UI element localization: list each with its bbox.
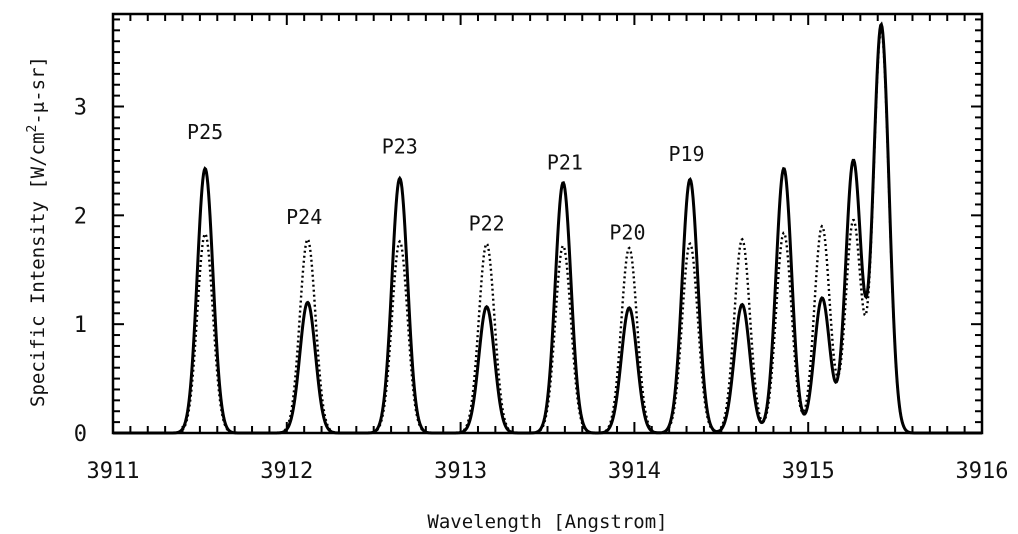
peak-label: P24 [286,205,322,229]
peak-label: P21 [547,151,583,175]
peak-label: P19 [668,142,704,166]
x-axis-title: Wavelength [Angstrom] [427,511,667,533]
y-tick-label: 1 [74,313,87,338]
y-axis-title-superscript: 2 [25,125,40,133]
peak-label: P22 [469,212,505,236]
y-tick-label: 0 [74,422,87,447]
series-layer [113,21,982,435]
x-tick-label: 3916 [956,459,1009,484]
y-tick-label: 2 [74,204,87,229]
dotted-series-line [113,27,982,435]
y-axis-title: Specific Intensity [W/cm2-μ-sr] [25,56,49,407]
plot-frame [111,12,984,435]
y-axis-title-main: Specific Intensity [W/cm [27,132,49,407]
x-tick-label: 3911 [87,459,140,484]
x-tick-label: 3913 [434,459,487,484]
axis-ticks: 3911 3912 3913 3914 3915 3916 0 1 2 3 [74,14,1009,484]
peak-label: P25 [187,120,223,144]
x-tick-label: 3915 [782,459,835,484]
peak-label: P23 [382,134,418,158]
labels-layer: P25 P24 P23 P22 P21 P20 P19 [187,120,705,244]
peak-label: P20 [609,220,645,244]
y-tick-label: 3 [74,96,87,121]
x-tick-label: 3912 [260,459,313,484]
x-tick-label: 3914 [608,459,661,484]
y-axis-title-rest: -μ-sr] [27,56,49,125]
